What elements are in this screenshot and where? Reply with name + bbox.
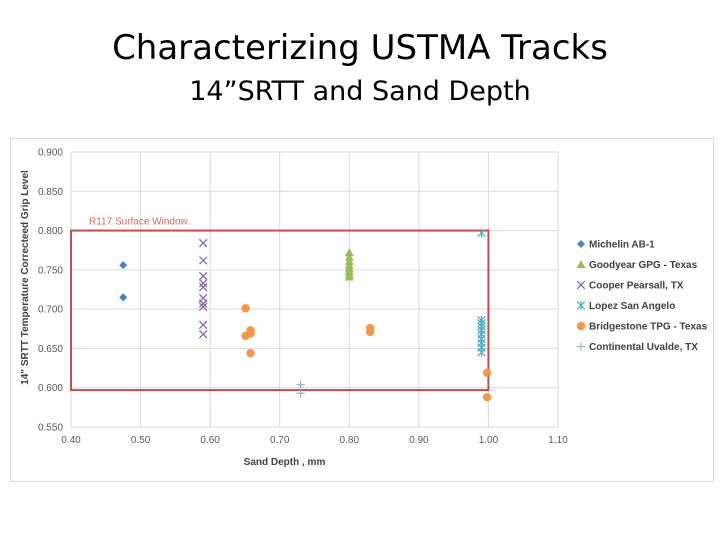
r117-surface-window-box xyxy=(70,229,490,392)
y-tick-label: 0.900 xyxy=(38,148,63,159)
legend-label-series-6: Continental Uvalde, TX xyxy=(589,342,698,353)
data-point-series-3 xyxy=(198,256,208,265)
data-point-series-5 xyxy=(246,348,255,358)
y-tick-label: 0.550 xyxy=(38,423,63,434)
legend-marker-series-6 xyxy=(576,342,586,351)
data-point-series-3 xyxy=(198,278,208,288)
data-point-series-3 xyxy=(198,271,208,281)
legend-marker-series-5 xyxy=(576,321,586,331)
legend-marker-series-3 xyxy=(576,280,586,290)
legend-label-series-4: Lopez San Angelo xyxy=(589,301,675,312)
chart-frame: 0.550 0.600 0.650 0.700 0.750 0.800 0.850 0.900… xyxy=(10,138,714,482)
y-tick-label: 0.600 xyxy=(38,383,63,394)
data-point-series-1 xyxy=(119,261,128,270)
slide-title: Characterizing USTMA Tracks xyxy=(112,28,608,68)
slide-subtitle: 14”SRTT and Sand Depth xyxy=(189,76,531,107)
data-point-series-4 xyxy=(477,228,486,238)
data-point-series-3 xyxy=(198,320,208,330)
legend-label-series-2: Goodyear GPG - Texas xyxy=(589,260,698,271)
y-tick-label: 0.800 xyxy=(38,226,63,237)
y-tick-label: 0.850 xyxy=(38,187,63,198)
x-axis-title: Sand Depth , mm xyxy=(244,457,326,468)
legend-label-series-1: Michelin AB-1 xyxy=(589,240,655,251)
data-point-series-3 xyxy=(198,302,208,312)
y-tick-label: 0.750 xyxy=(38,265,63,276)
y-tick-label: 0.650 xyxy=(38,344,63,355)
legend-label-series-5: Bridgestone TPG - Texas xyxy=(589,322,708,333)
data-point-series-3 xyxy=(198,330,208,339)
x-tick-label: 0.60 xyxy=(200,435,220,446)
r117-surface-window-label: R117 Surface Window xyxy=(89,217,189,228)
data-point-series-2 xyxy=(344,248,354,257)
x-tick-label: 1.00 xyxy=(479,435,499,446)
data-point-series-3 xyxy=(198,238,208,248)
data-point-series-1 xyxy=(119,293,128,302)
x-tick-label: 1.10 xyxy=(548,435,568,446)
data-point-series-6 xyxy=(296,380,305,389)
data-point-series-5 xyxy=(241,331,250,341)
data-point-series-5 xyxy=(365,327,375,337)
scatter-chart: 0.5500.6000.6500.7000.7500.8000.8500.900… xyxy=(20,148,708,469)
data-point-series-5 xyxy=(241,304,250,313)
y-axis-title: 14" SRTT Temperature Correcteed Grip Lev… xyxy=(20,170,31,385)
x-tick-label: 0.90 xyxy=(409,435,429,446)
data-point-series-3 xyxy=(198,299,208,308)
x-tick-label: 0.50 xyxy=(131,435,151,446)
x-tick-label: 0.40 xyxy=(61,435,81,446)
legend-label-series-3: Cooper Pearsall, TX xyxy=(589,281,684,292)
y-tick-label: 0.700 xyxy=(38,305,63,316)
data-point-series-2 xyxy=(344,272,354,281)
legend-marker-series-4 xyxy=(576,301,586,310)
data-point-series-5 xyxy=(482,368,492,377)
data-point-series-6 xyxy=(296,389,305,398)
x-tick-label: 0.80 xyxy=(340,435,360,446)
data-point-series-3 xyxy=(198,282,208,292)
legend-marker-series-1 xyxy=(577,240,585,248)
data-point-series-4 xyxy=(477,347,486,357)
x-tick-label: 0.70 xyxy=(270,435,290,446)
data-point-series-5 xyxy=(482,392,492,402)
legend-marker-series-2 xyxy=(576,260,586,269)
